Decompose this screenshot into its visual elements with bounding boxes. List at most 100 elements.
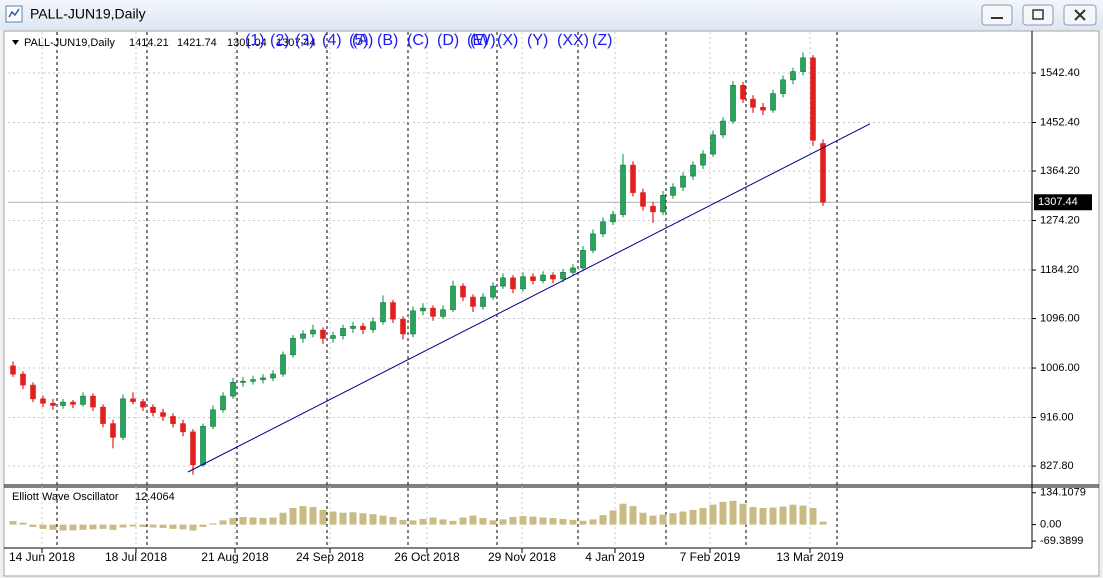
oscillator-bar <box>59 524 67 531</box>
oscillator-bar <box>619 503 627 525</box>
candle-body <box>630 164 636 193</box>
oscillator-bar <box>9 521 17 525</box>
oscillator-bar <box>599 515 607 525</box>
oscillator-bar <box>479 517 487 525</box>
candle-body <box>350 325 356 329</box>
oscillator-bar <box>89 524 97 530</box>
oscillator-bar <box>449 520 457 525</box>
candle-body <box>790 71 796 81</box>
candle-body <box>720 120 726 136</box>
oscillator-bar <box>359 513 367 525</box>
candle-body <box>160 412 166 417</box>
header-open: 1414.21 <box>129 37 169 49</box>
candle-body <box>620 164 626 215</box>
close-button[interactable] <box>1063 4 1097 26</box>
header-symbol: PALL-JUN19,Daily <box>24 37 115 49</box>
trendline <box>187 123 871 473</box>
candle-body <box>680 175 686 188</box>
minimize-button[interactable] <box>981 4 1013 26</box>
oscillator-bar <box>609 510 617 525</box>
oscillator-bar <box>179 524 187 530</box>
oscillator-bar <box>719 501 727 525</box>
y-tick-label: 1542.40 <box>1040 67 1080 79</box>
oscillator-bar <box>749 507 757 525</box>
x-tick-label: 21 Aug 2018 <box>201 550 269 564</box>
candle-body <box>370 321 376 330</box>
candle-body <box>280 354 286 375</box>
y-tick-label: 1006.00 <box>1040 362 1080 374</box>
oscillator-bar <box>519 516 527 525</box>
oscillator-name: Elliott Wave Oscillator <box>12 491 119 503</box>
candle-body <box>660 195 666 213</box>
candle-body <box>310 329 316 335</box>
candle-body <box>360 325 366 330</box>
oscillator-bar <box>809 508 817 525</box>
oscillator-bar <box>409 520 417 525</box>
candle-body <box>800 57 806 72</box>
oscillator-value: 12.4064 <box>135 491 175 503</box>
candle-body <box>500 277 506 287</box>
oscillator-bar <box>209 523 217 525</box>
oscillator-bar <box>399 519 407 525</box>
oscillator-bar <box>799 505 807 525</box>
wave-label: (D) <box>437 32 459 49</box>
oscillator-bar <box>529 516 537 525</box>
oscillator-bar <box>769 507 777 525</box>
oscillator-bar <box>499 519 507 525</box>
candle-body <box>40 398 46 404</box>
oscillator-bar <box>729 500 737 525</box>
candle-body <box>170 416 176 424</box>
window-title: PALL-JUN19,Daily <box>30 6 146 22</box>
wave-label: (1) <box>245 32 265 49</box>
y-tick-label: 1364.20 <box>1040 165 1080 177</box>
oscillator-bar <box>319 509 327 525</box>
oscillator-bar <box>39 524 47 529</box>
oscillator-bar <box>109 524 117 530</box>
candle-body <box>300 333 306 339</box>
candle-body <box>380 302 386 323</box>
oscillator-bar <box>379 515 387 525</box>
candle-body <box>710 134 716 155</box>
candle-body <box>60 401 66 406</box>
header-close: 1307.44 <box>276 37 316 49</box>
oscillator-bar <box>279 512 287 525</box>
y-tick-label: 134.1079 <box>1040 487 1086 499</box>
y-tick-label: 1452.40 <box>1040 116 1080 128</box>
oscillator-bar <box>159 524 167 528</box>
candle-body <box>50 402 56 406</box>
candle-body <box>100 406 106 424</box>
candle-body <box>570 267 576 273</box>
oscillator-bar <box>459 517 467 525</box>
oscillator-bar <box>169 524 177 529</box>
oscillator-bar <box>99 524 107 529</box>
candle-body <box>540 274 546 281</box>
candle-body <box>480 296 486 307</box>
oscillator-bar <box>249 517 257 525</box>
candle-body <box>270 373 276 379</box>
wave-label: (5) <box>349 32 369 49</box>
candle-body <box>460 285 466 298</box>
candle-body <box>550 274 556 280</box>
wave-label: (W) <box>470 32 496 49</box>
candle-body <box>250 379 256 382</box>
x-tick-label: 7 Feb 2019 <box>680 550 741 564</box>
wave-label: (E) <box>467 32 488 49</box>
oscillator-bar <box>219 520 227 525</box>
oscillator-bar <box>329 511 337 525</box>
maximize-button[interactable] <box>1022 4 1054 26</box>
labels: 14 Jun 2018 18 Jul 2018 21 Aug 2018 24 Sep … <box>9 32 1092 564</box>
oscillator-bar <box>139 524 147 527</box>
oscillator-bar <box>29 524 37 527</box>
oscillator-bar <box>539 517 547 525</box>
oscillator-bar <box>509 517 517 525</box>
candle-body <box>190 431 196 466</box>
candle-body <box>320 329 326 339</box>
oscillator-bar <box>389 517 397 525</box>
x-tick-label: 24 Sep 2018 <box>296 550 364 564</box>
oscillator-bar <box>669 513 677 525</box>
candle-body <box>260 377 266 380</box>
oscillator-bar <box>469 515 477 525</box>
candle-body <box>700 153 706 166</box>
oscillator-bar <box>589 519 597 525</box>
oscillator-bar <box>549 517 557 525</box>
